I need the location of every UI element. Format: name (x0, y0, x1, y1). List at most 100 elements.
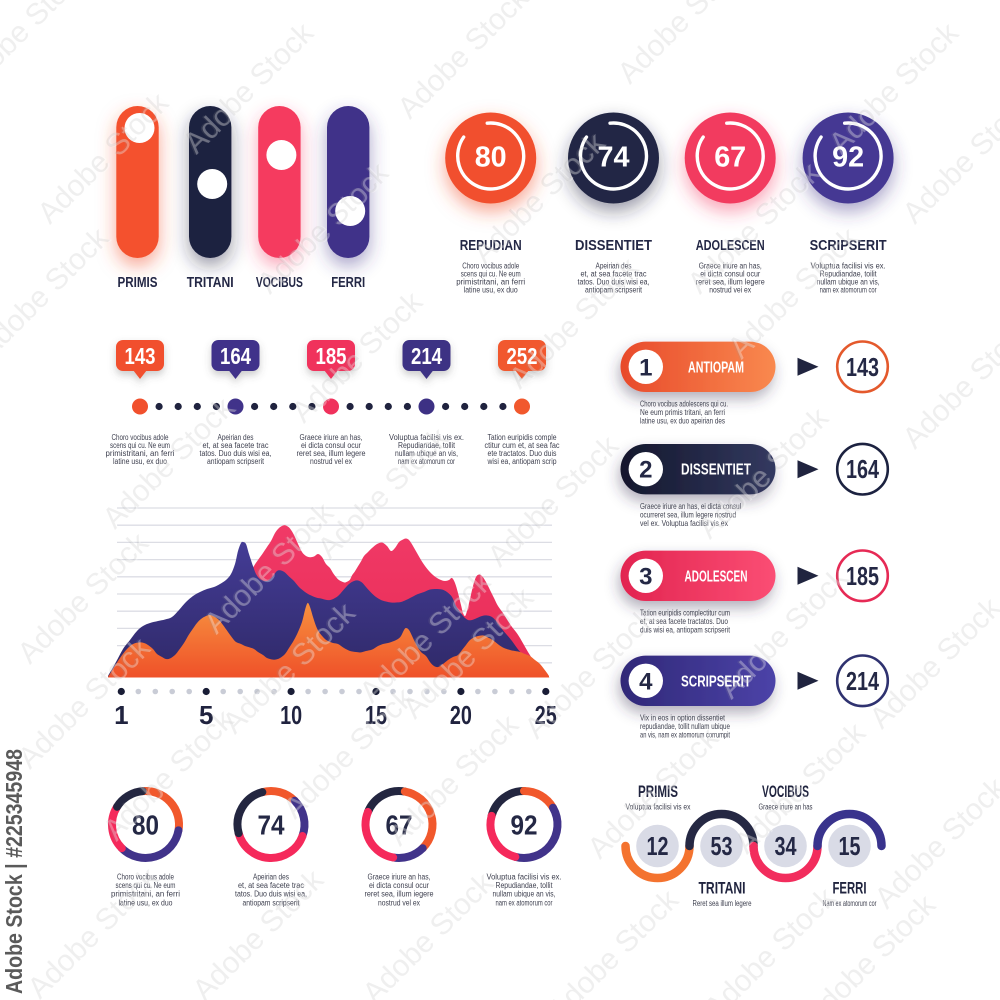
svg-text:tatos. Duo duis wisi ea,: tatos. Duo duis wisi ea, (200, 449, 272, 458)
svg-text:nostrud vel ex: nostrud vel ex (310, 457, 352, 466)
svg-text:latine usu, ex duo: latine usu, ex duo (113, 457, 167, 466)
svg-text:Repudiandae, tollit: Repudiandae, tollit (398, 441, 456, 450)
svg-text:PRIMIS: PRIMIS (118, 275, 158, 291)
svg-text:Choro vocibus adole: Choro vocibus adole (462, 262, 519, 271)
svg-text:Reret sea illum legere: Reret sea illum legere (693, 899, 752, 908)
svg-text:REPUDIAN: REPUDIAN (460, 238, 522, 254)
svg-text:primistritani, an ferri: primistritani, an ferri (111, 890, 180, 899)
svg-text:214: 214 (411, 343, 442, 369)
svg-text:scens qui cu. Ne eum: scens qui cu. Ne eum (461, 270, 521, 279)
svg-text:164: 164 (220, 343, 251, 369)
svg-text:Voluptua facilisi vis ex.: Voluptua facilisi vis ex. (389, 433, 464, 442)
svg-text:VOCIBUS: VOCIBUS (256, 275, 303, 291)
svg-text:antiopam scripserit: antiopam scripserit (243, 898, 301, 907)
svg-text:Tation euripidis complectitur: Tation euripidis complectitur cum (640, 609, 730, 618)
svg-text:74: 74 (598, 142, 630, 174)
svg-text:PRIMIS: PRIMIS (638, 783, 678, 801)
svg-text:DISSENTIET: DISSENTIET (681, 462, 751, 479)
svg-text:164: 164 (846, 454, 879, 484)
svg-text:latine usu, ex duo apeirian de: latine usu, ex duo apeirian des (640, 417, 725, 426)
svg-text:Vix in eos in option dissentie: Vix in eos in option dissentiet (640, 714, 726, 723)
svg-text:Adobe Stock | #225345948: Adobe Stock | #225345948 (1, 749, 27, 994)
svg-text:ctitur cum et, at sea fac: ctitur cum et, at sea fac (485, 441, 560, 450)
svg-text:4: 4 (639, 668, 653, 695)
svg-text:Voluptua facilisi vis ex.: Voluptua facilisi vis ex. (487, 873, 562, 882)
svg-text:1: 1 (114, 700, 128, 730)
svg-text:nam ex atomorum cor: nam ex atomorum cor (820, 286, 877, 295)
svg-text:reret sea, illum legere: reret sea, illum legere (696, 278, 765, 287)
svg-text:92: 92 (511, 810, 538, 841)
svg-text:Nam ex atomorum cor: Nam ex atomorum cor (823, 899, 877, 908)
svg-text:53: 53 (711, 831, 733, 861)
svg-text:SCRIPSERIT: SCRIPSERIT (810, 238, 887, 254)
svg-text:3: 3 (639, 563, 652, 590)
svg-text:ei dicta consul ocur: ei dicta consul ocur (369, 881, 429, 890)
svg-text:ADOLESCEN: ADOLESCEN (696, 238, 765, 254)
svg-text:Adobe Stock | #225345948: Adobe Stock | #225345948 (1, 749, 27, 994)
svg-text:80: 80 (132, 810, 159, 841)
svg-text:ANTIOPAM: ANTIOPAM (688, 359, 744, 376)
svg-text:Ne eum primis tritani, an ferr: Ne eum primis tritani, an ferri (640, 408, 725, 417)
svg-text:wisi ea, antiopam scrip: wisi ea, antiopam scrip (487, 457, 557, 466)
svg-text:Choro vocibus adole: Choro vocibus adole (117, 873, 174, 882)
svg-text:antiopam scripserit: antiopam scripserit (207, 457, 265, 466)
svg-text:Graece iriure an has,: Graece iriure an has, (300, 433, 363, 442)
svg-text:Apeirian des: Apeirian des (253, 873, 289, 882)
svg-text:VOCIBUS: VOCIBUS (762, 783, 809, 801)
svg-text:TRITANI: TRITANI (699, 880, 746, 898)
svg-text:252: 252 (507, 343, 538, 369)
svg-text:ete tractatos. Duo duis: ete tractatos. Duo duis (488, 449, 557, 458)
svg-text:143: 143 (125, 343, 156, 369)
svg-text:12: 12 (647, 831, 669, 861)
svg-text:reret sea, illum iegere: reret sea, illum iegere (365, 890, 434, 899)
svg-text:ei dicta consul ocur: ei dicta consul ocur (301, 441, 361, 450)
svg-text:Graece iriure an has,: Graece iriure an has, (368, 873, 431, 882)
svg-text:FERRI: FERRI (833, 880, 867, 898)
svg-text:Graece iriure an has: Graece iriure an has (759, 803, 813, 812)
svg-text:et, at sea facete tractatos. D: et, at sea facete tractatos. Duo (640, 617, 728, 626)
svg-text:Choro vocibus adole: Choro vocibus adole (112, 433, 169, 442)
svg-text:10: 10 (280, 700, 302, 730)
svg-text:20: 20 (450, 700, 472, 730)
svg-text:DISSENTIET: DISSENTIET (575, 238, 652, 254)
svg-text:tatos. Duo duis wisi ea,: tatos. Duo duis wisi ea, (578, 278, 650, 287)
svg-text:nullam ubique an vis,: nullam ubique an vis, (817, 278, 880, 287)
svg-text:2: 2 (639, 457, 652, 484)
svg-text:repudiandae, tollit nullam ubi: repudiandae, tollit nullam ubique (640, 722, 730, 731)
svg-text:Choro vocibus adolescens qui c: Choro vocibus adolescens qui cu. (640, 400, 728, 409)
svg-text:latine usu, ex duo: latine usu, ex duo (119, 898, 173, 907)
svg-text:nostrud vei ex: nostrud vei ex (709, 286, 751, 295)
svg-text:nostrud vel ex: nostrud vel ex (378, 898, 420, 907)
svg-text:et, at sea facete trac: et, at sea facete trac (581, 270, 647, 279)
svg-text:Repudiandae, tollit: Repudiandae, tollit (496, 881, 554, 890)
svg-text:Repudiandae, toilit: Repudiandae, toilit (820, 270, 878, 279)
svg-text:185: 185 (846, 561, 879, 591)
svg-text:FERRI: FERRI (331, 275, 365, 291)
svg-text:25: 25 (535, 700, 557, 730)
svg-text:et, at sea facete trac: et, at sea facete trac (238, 881, 304, 890)
svg-text:latine usu, ex duo: latine usu, ex duo (464, 286, 518, 295)
svg-text:antiopam scripserit: antiopam scripserit (585, 286, 643, 295)
svg-text:duis wisi ea, antiopam scripse: duis wisi ea, antiopam scripserit (640, 626, 731, 635)
svg-text:74: 74 (258, 810, 286, 841)
svg-text:et, at sea facete trac: et, at sea facete trac (203, 441, 269, 450)
svg-text:5: 5 (199, 700, 213, 730)
svg-text:Voluptua facilisi vis ex.: Voluptua facilisi vis ex. (811, 262, 886, 271)
svg-text:Apeirian des: Apeirian des (218, 433, 254, 442)
svg-text:15: 15 (365, 700, 387, 730)
svg-text:primistritani, an ferri: primistritani, an ferri (456, 278, 525, 287)
svg-text:Apeirian des: Apeirian des (596, 262, 632, 271)
svg-text:scens qui cu. Ne eum: scens qui cu. Ne eum (116, 881, 176, 890)
svg-text:185: 185 (316, 343, 347, 369)
svg-text:80: 80 (475, 142, 507, 174)
svg-text:1: 1 (639, 354, 652, 381)
svg-text:nullam ubique an vis,: nullam ubique an vis, (395, 449, 458, 458)
svg-text:67: 67 (386, 810, 413, 841)
svg-text:67: 67 (714, 142, 746, 174)
svg-text:nullam ubique an vis,: nullam ubique an vis, (493, 890, 556, 899)
svg-text:reret sea, illum legere: reret sea, illum legere (297, 449, 366, 458)
svg-text:Tation euripidis comple: Tation euripidis comple (488, 433, 557, 442)
svg-text:34: 34 (775, 831, 797, 861)
svg-text:vel ex. Voluptua facilisi vis: vel ex. Voluptua facilisi vis ex (640, 519, 728, 528)
svg-text:214: 214 (846, 666, 879, 696)
